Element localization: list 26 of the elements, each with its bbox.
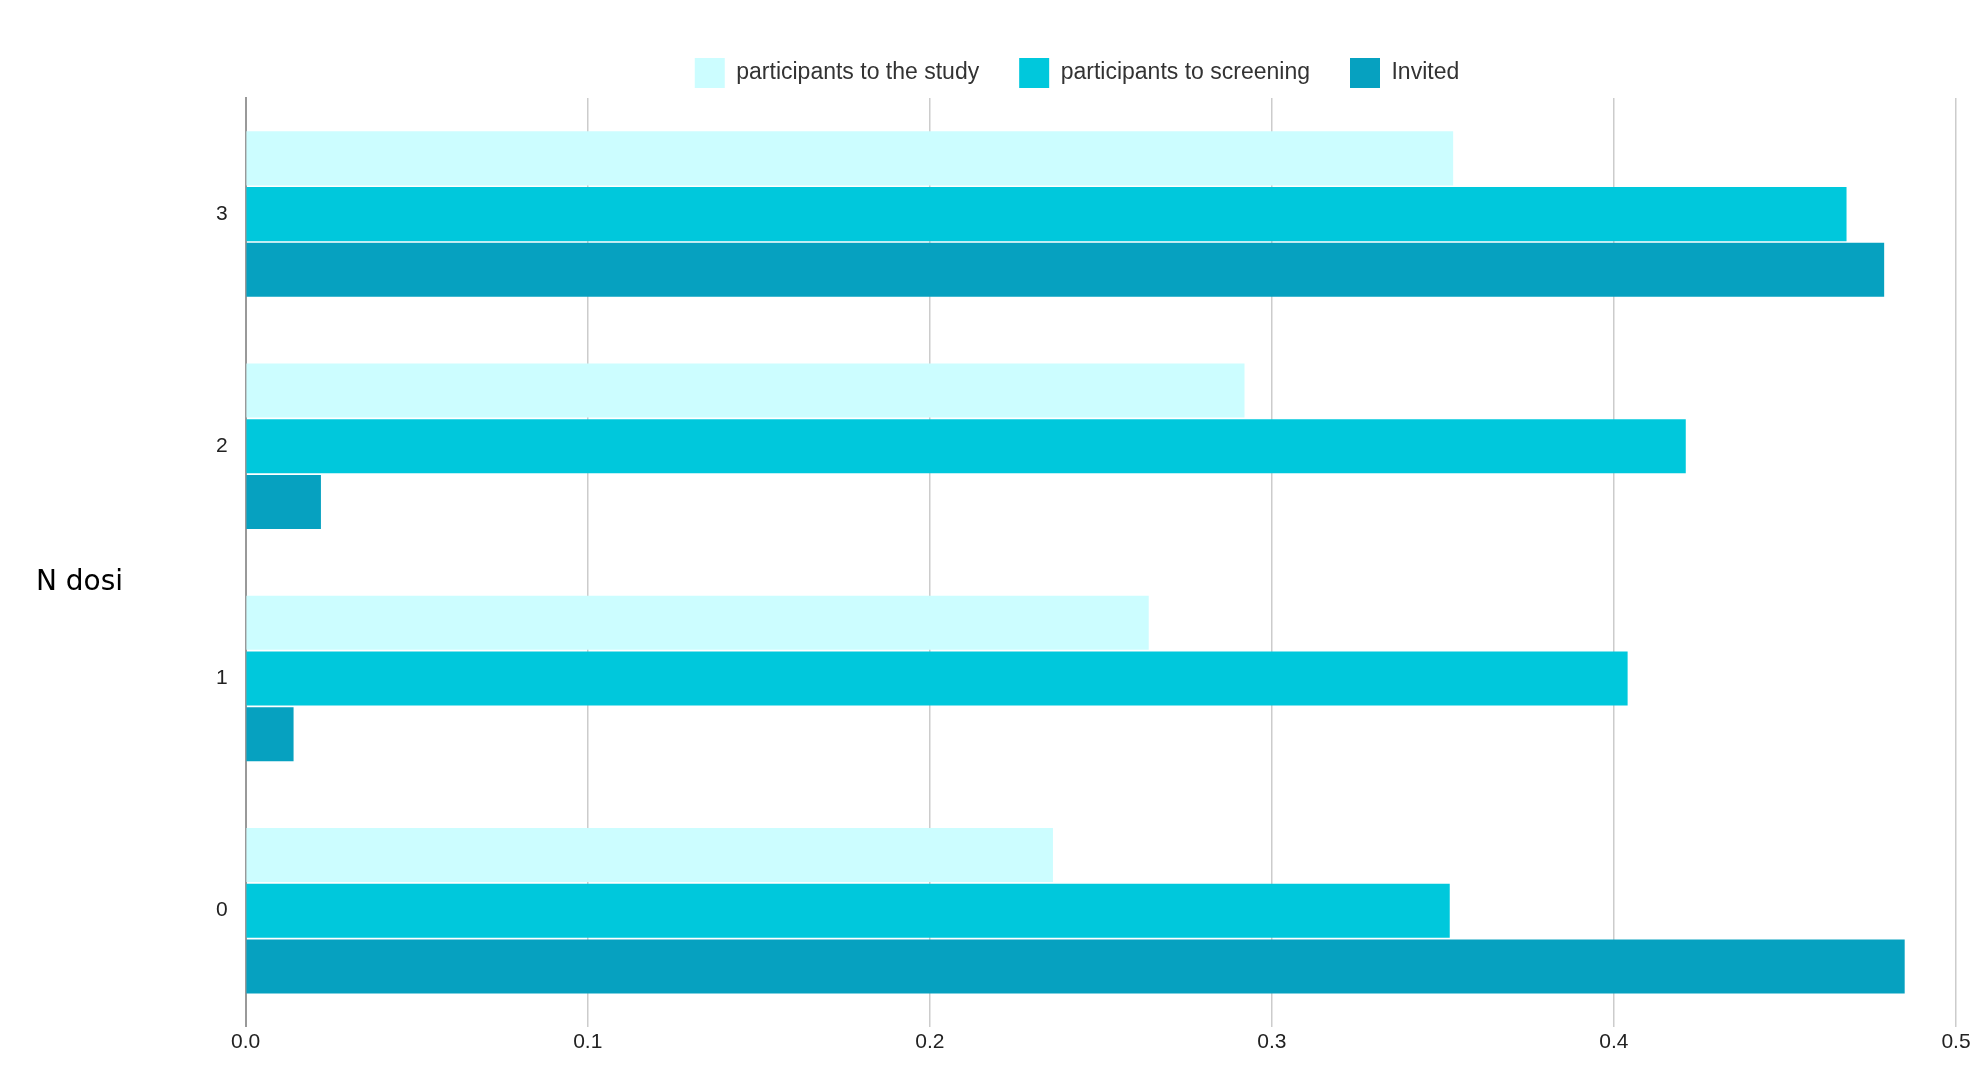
legend-label: Invited [1391,58,1460,85]
bar [246,883,1450,938]
x-tick-label: 0.4 [1599,1029,1629,1053]
bar [246,242,1885,297]
x-tick-label: 0.1 [573,1029,603,1053]
bar [246,131,1454,186]
y-tick-label: 2 [215,433,228,457]
x-tick-label: 0.0 [231,1029,261,1053]
bar [246,419,1686,474]
bar [246,595,1149,650]
y-axis-title: N dosi [36,563,124,597]
bar [246,939,1905,994]
y-tick-label: 1 [215,665,228,689]
y-tick-label: 0 [215,897,228,921]
x-tick-label: 0.5 [1941,1029,1971,1053]
bar [246,187,1847,242]
legend-label: participants to the study [736,58,980,85]
bar [246,475,321,530]
x-tick-label: 0.2 [915,1029,945,1053]
bar [246,827,1053,882]
y-tick-label: 3 [215,200,228,224]
bar [246,707,294,762]
x-tick-label: 0.3 [1257,1029,1287,1053]
bar [246,651,1628,706]
legend-label: participants to screening [1060,58,1310,85]
bar [246,363,1245,418]
